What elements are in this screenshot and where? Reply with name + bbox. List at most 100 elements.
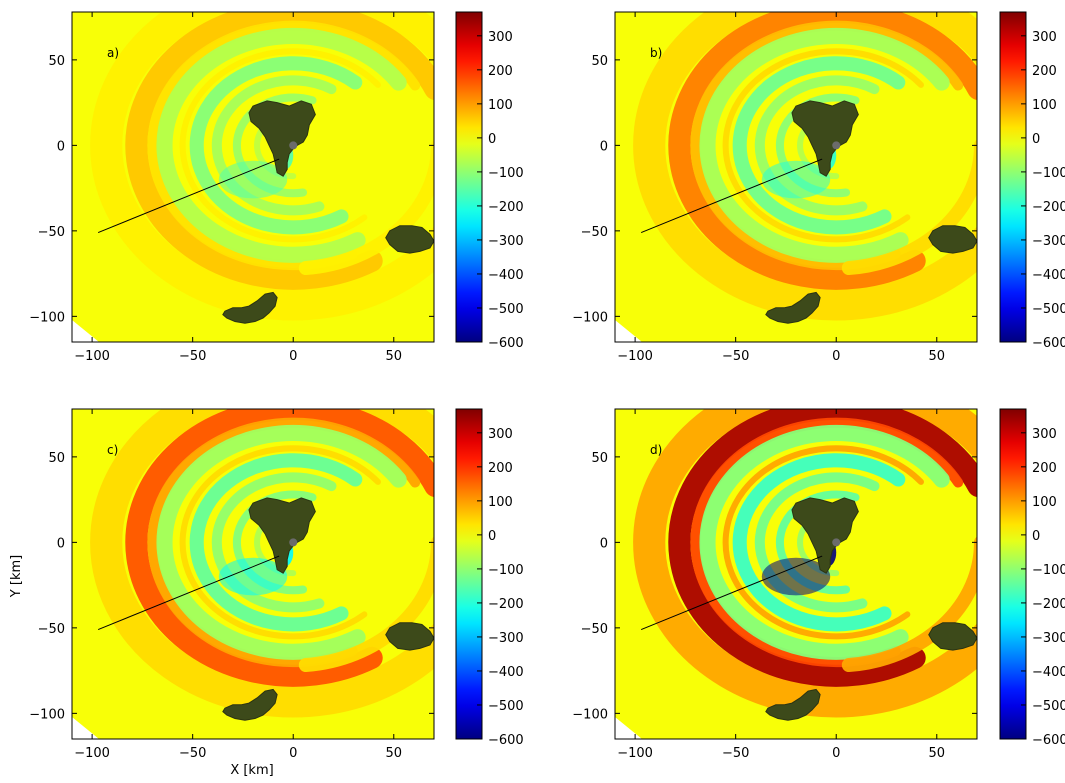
colorbar-tick-label: 200: [1032, 64, 1057, 79]
panel-2: b)−100 −50 0 50−100−500503002001000−100−200…: [572, 11, 1065, 364]
colorbar-tick-label: −400: [1032, 268, 1065, 283]
colorbar-tick-label: −100: [1032, 563, 1065, 578]
colorbar: [999, 408, 1027, 740]
leading-crest-fringe: [690, 417, 964, 668]
y-tick-label: −50: [581, 622, 608, 637]
x-tick-label: 50: [929, 349, 946, 364]
no-data-corner: [72, 320, 99, 342]
trough-band: [732, 56, 906, 235]
trough-band: [211, 472, 337, 613]
y-tick-label: 50: [48, 54, 65, 69]
no-data-corner: [615, 320, 642, 342]
deep-trough: [761, 160, 831, 199]
y-tick-label: 0: [600, 139, 608, 154]
colorbar-tick-label: −600: [488, 336, 524, 351]
x-tick-label: −100: [617, 349, 653, 364]
colorbar-tick-label: 100: [1032, 495, 1057, 510]
leading-crest: [125, 12, 434, 290]
x-tick-label: 0: [832, 746, 840, 761]
colorbar-tick-label: −300: [1032, 631, 1065, 646]
panel-frame: [71, 11, 435, 343]
panel-frame: [614, 11, 978, 343]
island-east: [385, 225, 434, 254]
no-data-corner: [615, 717, 642, 739]
colorbar-tick-label: 300: [488, 30, 513, 45]
outer-crest: [90, 12, 434, 321]
y-tick-label: −50: [581, 225, 608, 240]
x-tick-label: 0: [289, 349, 297, 364]
ripple: [722, 48, 924, 243]
colorbar-tick-label: 200: [488, 64, 513, 79]
y-tick-label: 50: [48, 451, 65, 466]
deep-trough: [761, 557, 831, 596]
trough-band: [699, 27, 950, 263]
colorbar-tick-label: 0: [488, 132, 496, 147]
trough-band: [754, 75, 880, 216]
x-tick-label: 50: [386, 349, 403, 364]
deep-trough: [218, 160, 288, 199]
colorbar-tick-label: −200: [488, 200, 524, 215]
panel-4: d)−100 −50 0 50−100−500503002001000−100−200…: [572, 408, 1065, 761]
panel-frame: [71, 408, 435, 740]
island-east: [928, 225, 977, 254]
x-tick-label: 50: [386, 746, 403, 761]
transect-line: [97, 158, 280, 234]
panel-label: c): [107, 443, 118, 457]
trough-band: [189, 56, 363, 235]
y-tick-label: −100: [572, 707, 608, 722]
leading-crest: [668, 409, 977, 687]
trough-band: [189, 453, 363, 632]
panel-1: a)−100 −50 0 50−100−500503002001000−100−200…: [29, 11, 524, 364]
colorbar-tick-label: −200: [1032, 200, 1065, 215]
colorbar-tick-label: −600: [1032, 733, 1065, 748]
colorbar-tick-label: −200: [488, 597, 524, 612]
island-main: [791, 100, 859, 177]
colorbar-tick-label: −400: [488, 268, 524, 283]
x-tick-label: 50: [929, 746, 946, 761]
outer-crest: [633, 409, 977, 718]
colorbar-tick-label: 100: [488, 495, 513, 510]
colorbar-tick-label: −100: [488, 166, 524, 181]
wave-field: [615, 409, 977, 739]
island-south: [222, 688, 278, 721]
y-tick-label: 0: [600, 536, 608, 551]
x-axis-label: X [km]: [230, 763, 273, 778]
island-south: [765, 291, 821, 324]
y-tick-label: −100: [29, 310, 65, 325]
leading-crest-fringe: [147, 20, 421, 271]
transect-line: [640, 555, 823, 631]
x-tick-label: −50: [722, 746, 749, 761]
colorbar-tick-label: −500: [488, 699, 524, 714]
trough-band: [156, 424, 407, 660]
colorbar-tick-label: −100: [488, 563, 524, 578]
leading-crest-fringe: [690, 20, 964, 271]
colorbar-tick-label: 200: [1032, 461, 1057, 476]
island-main: [791, 497, 859, 574]
colorbar-tick-label: 100: [1032, 98, 1057, 113]
colorbar-tick-label: −300: [1032, 234, 1065, 249]
y-tick-label: 50: [591, 54, 608, 69]
transect-line: [97, 555, 280, 631]
colorbar-tick-label: 300: [1032, 30, 1057, 45]
wave-field: [72, 409, 434, 739]
colorbar-tick-label: −500: [1032, 699, 1065, 714]
trough-band: [211, 75, 337, 216]
colorbar: [455, 11, 483, 343]
y-tick-label: 50: [591, 451, 608, 466]
island-east: [385, 622, 434, 651]
island-south: [765, 688, 821, 721]
y-tick-label: −50: [38, 225, 65, 240]
source-marker: [289, 538, 298, 547]
colorbar-tick-label: −200: [1032, 597, 1065, 612]
trough-band: [732, 453, 906, 632]
y-tick-label: −100: [572, 310, 608, 325]
colorbar-tick-label: 0: [1032, 132, 1040, 147]
outer-crest: [633, 12, 977, 321]
island-main: [248, 100, 316, 177]
colorbar-tick-label: −600: [488, 733, 524, 748]
y-tick-label: 0: [57, 139, 65, 154]
colorbar-tick-label: −500: [488, 302, 524, 317]
colorbar: [999, 11, 1027, 343]
x-tick-label: −100: [617, 746, 653, 761]
